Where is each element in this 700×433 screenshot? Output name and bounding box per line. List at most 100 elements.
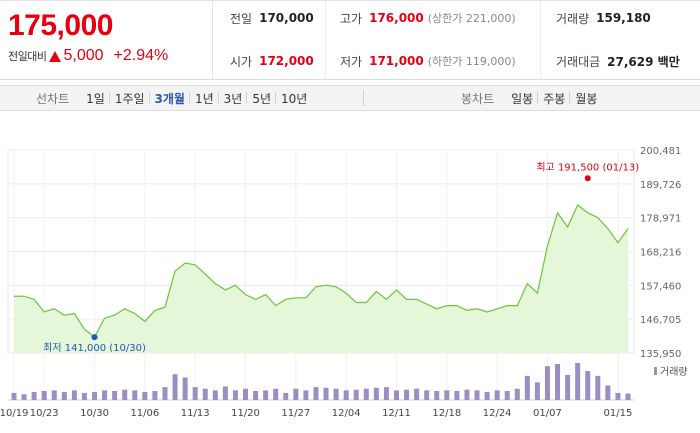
volume-bar (343, 390, 349, 400)
candle-chart-head: 봉차트 (461, 91, 495, 106)
prev-close-cell: 전일 170,000 (230, 8, 314, 28)
volume-bar (353, 389, 359, 400)
volume-bar (434, 390, 440, 400)
volume-bar (283, 392, 289, 400)
volume-bar (192, 387, 198, 400)
line-chart-head: 선차트 (36, 91, 70, 106)
volume-bar (11, 392, 17, 400)
volume-bar (303, 390, 309, 400)
tab-1y[interactable]: 1년 (188, 90, 219, 107)
lower-limit: (하한가 119,000) (427, 55, 516, 68)
x-tick-label: 10/23 (30, 408, 59, 419)
volume-bar (444, 390, 450, 400)
y-tick-label: 168,216 (640, 248, 681, 259)
amount-label: 거래대금 (556, 54, 601, 69)
volume-bar (51, 390, 57, 400)
volume-bar (122, 389, 128, 400)
volume-bar (41, 390, 47, 400)
prev-close-value: 170,000 (259, 11, 314, 25)
volume-legend-swatch (654, 367, 657, 375)
volume-bar (243, 388, 249, 400)
volume-bar (61, 391, 67, 400)
volume-bar (524, 375, 530, 400)
x-tick-label: 01/07 (533, 408, 562, 419)
volume-bar (333, 388, 339, 400)
volume-bar (102, 390, 108, 400)
y-axis-labels: 200,481 189,726 178,971 168,216 157,460 146,7… (640, 146, 681, 360)
x-tick-label: 12/11 (382, 408, 411, 419)
current-price: 175,000 (8, 9, 113, 42)
tab-3y[interactable]: 3년 (217, 90, 248, 107)
divider (325, 1, 326, 80)
x-tick-label: 12/04 (332, 408, 361, 419)
volume-bar (373, 387, 379, 400)
volume-bar (212, 390, 218, 400)
tab-1w[interactable]: 1주일 (108, 90, 150, 107)
x-tick-label: 10/30 (80, 408, 109, 419)
volume-bar (222, 386, 228, 400)
price-area (14, 204, 628, 353)
volume-bars: 거래량 (8, 363, 688, 401)
y-tick-label: 146,705 (640, 315, 681, 326)
low-label: 최저 141,000 (10/30) (43, 342, 146, 354)
volume-bar (202, 388, 208, 400)
amount-value: 27,629 백만 (607, 54, 680, 69)
volume-bar (71, 390, 77, 400)
change-percent: +2.94% (113, 47, 169, 64)
volume-bar (162, 387, 168, 400)
tabs-separator (363, 90, 364, 106)
line-chart-tabs: 선차트 1일 1주일 3개월 1년 3년 5년 10년 (36, 86, 312, 110)
up-triangle-icon (49, 50, 62, 62)
x-tick-label: 11/13 (181, 408, 210, 419)
open-label: 시가 (230, 54, 253, 69)
volume-bar (152, 390, 158, 400)
x-tick-label: 10/19 (0, 408, 28, 419)
volume-bar (273, 388, 279, 400)
x-tick-label: 12/24 (483, 408, 512, 419)
volume-legend-label: 거래량 (660, 366, 688, 378)
change-label: 전일대비 (8, 50, 47, 63)
change-row: 전일대비 5,000 +2.94% (8, 47, 168, 65)
tab-3m[interactable]: 3개월 (148, 90, 190, 107)
high-marker (584, 175, 591, 182)
x-tick-label: 11/27 (281, 408, 310, 419)
volume-value: 159,180 (596, 11, 651, 25)
volume-bar (424, 390, 430, 400)
high-label: 최고 191,500 (01/13) (536, 161, 639, 173)
change-value: 5,000 (63, 47, 104, 64)
volume-bar (504, 390, 510, 400)
tab-weekly[interactable]: 주봉 (537, 90, 570, 107)
volume-bar (232, 390, 238, 400)
high-label: 고가 (340, 11, 363, 26)
volume-bar (404, 389, 410, 400)
y-tick-label: 189,726 (640, 180, 681, 191)
tab-monthly[interactable]: 월봉 (569, 90, 602, 107)
volume-bar (595, 375, 601, 400)
prev-close-label: 전일 (230, 11, 253, 26)
quote-panel: 175,000 전일대비 5,000 +2.94% 전일 170,000 고가 … (0, 0, 700, 80)
x-tick-label: 12/18 (432, 408, 461, 419)
y-tick-label: 157,460 (640, 281, 681, 292)
tab-1d[interactable]: 1일 (86, 91, 105, 106)
volume-bar (112, 390, 118, 400)
volume-bar (92, 391, 98, 400)
volume-bar (494, 390, 500, 400)
volume-bar (253, 390, 259, 400)
volume-bar (605, 385, 611, 400)
chart-tabs: 선차트 1일 1주일 3개월 1년 3년 5년 10년 봉차트 일봉 주봉 월봉 (0, 85, 700, 111)
volume-bar (615, 392, 621, 400)
amount-cell: 거래대금 27,629 백만 (556, 51, 680, 71)
volume-bar (414, 388, 420, 400)
tab-daily[interactable]: 일봉 (511, 91, 534, 106)
price-line (14, 204, 629, 339)
tab-10y[interactable]: 10년 (275, 90, 312, 107)
y-tick-label: 135,950 (640, 349, 681, 360)
upper-limit: (상한가 221,000) (427, 12, 516, 25)
chart-annotations: 최고 191,500 (01/13) 최저 141,000 (10/30) (43, 161, 639, 354)
volume-bar (565, 374, 571, 400)
tab-5y[interactable]: 5년 (246, 90, 276, 107)
volume-label: 거래량 (556, 11, 590, 26)
volume-bar (172, 374, 178, 400)
x-axis-labels: 10/19 10/23 10/30 11/06 11/13 11/20 11/27 12/04… (0, 408, 632, 419)
volume-cell: 거래량 159,180 (556, 8, 651, 28)
